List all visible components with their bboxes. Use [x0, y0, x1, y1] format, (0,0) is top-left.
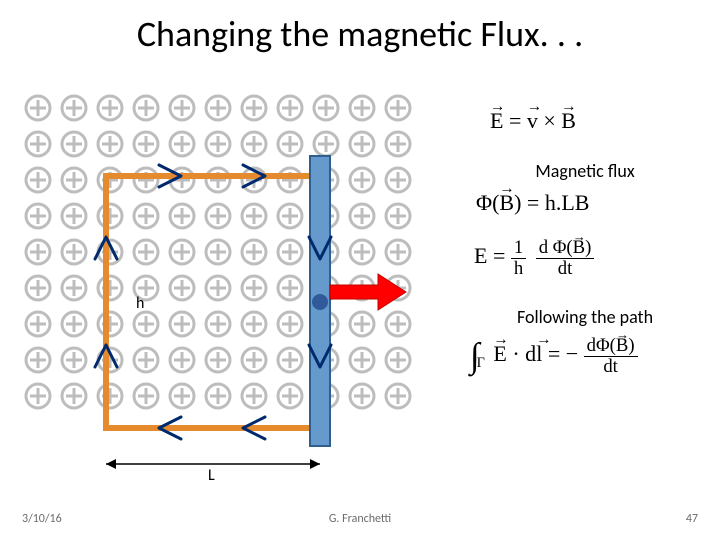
vec-B2: B: [499, 190, 514, 216]
equation-emf: E = 1h d Φ(B)dt: [474, 238, 700, 278]
vec-B: B: [561, 108, 576, 134]
h-label: h: [136, 294, 144, 313]
vec-E: E: [490, 108, 503, 134]
equation-lorentz: E = v × B: [490, 108, 700, 134]
equation-flux: Φ(B) = h.LB: [476, 190, 700, 216]
vec-v: v: [527, 108, 538, 134]
flux-label: Magnetic flux: [470, 160, 700, 182]
slide-title: Changing the magnetic Flux. . .: [0, 12, 720, 56]
flux-diagram: [20, 90, 420, 490]
equation-path-integral: ∫Γ E · dl = − dΦ(B)dt: [470, 336, 700, 376]
footer-author: G. Franchetti: [0, 512, 720, 526]
path-label: Following the path: [470, 306, 700, 328]
footer-page: 47: [686, 512, 698, 526]
L-label: L: [208, 466, 215, 485]
equations-column: E = v × B Magnetic flux Φ(B) = h.LB E = …: [470, 100, 700, 385]
